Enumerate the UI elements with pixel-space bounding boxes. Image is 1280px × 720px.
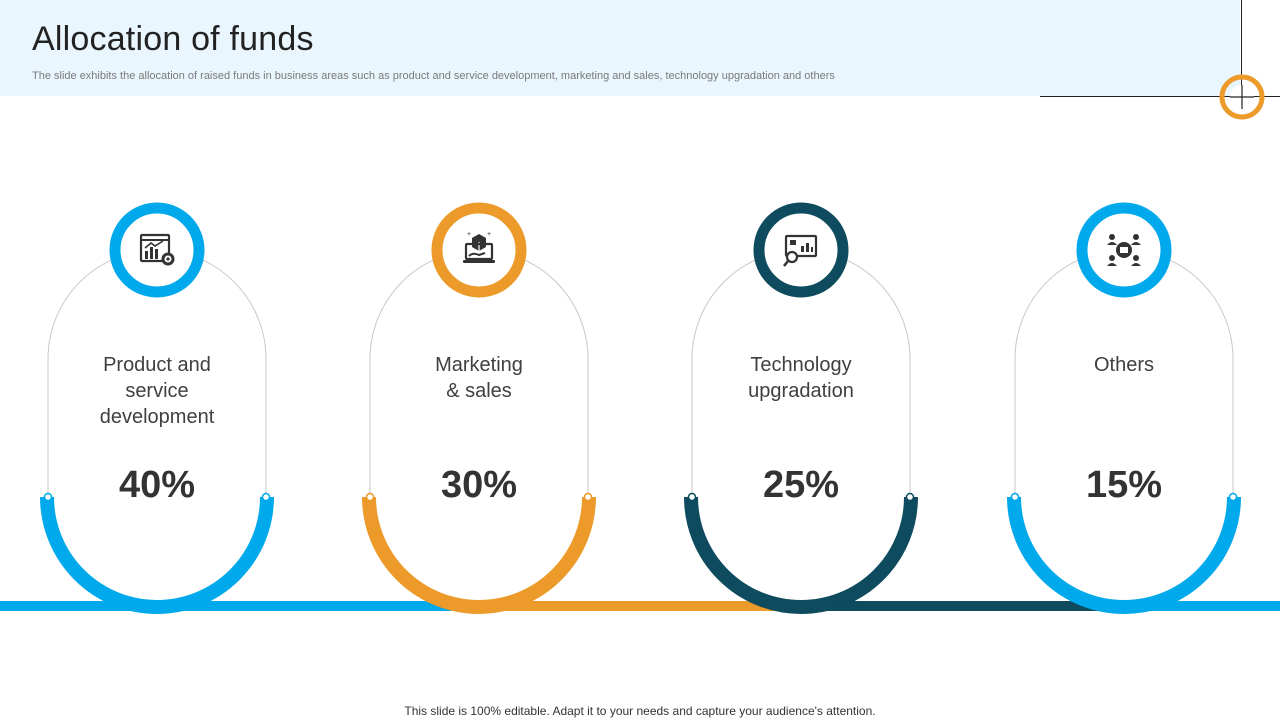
header-band: [0, 0, 1240, 96]
people-network-icon: [1107, 234, 1141, 266]
arc-end-dot-left: [43, 492, 53, 502]
decorative-vertical-line: [1241, 0, 1242, 96]
timeline-segment-2: [479, 601, 801, 611]
footer-note: This slide is 100% editable. Adapt it to…: [404, 704, 876, 718]
card-label: Technology upgradation: [748, 354, 854, 402]
arc-end-dot-right: [261, 492, 271, 502]
card-value: 40%: [118, 464, 196, 506]
card-value: 30%: [440, 464, 518, 506]
card-label: Others: [1093, 354, 1155, 376]
card-value: 15%: [1085, 464, 1163, 506]
chart-gear-icon: [139, 233, 175, 266]
arc-end-dot-left: [1010, 492, 1020, 502]
timeline-segment-4: [1124, 601, 1280, 611]
card-bottom-arc: [1007, 496, 1241, 614]
screen-magnifier-icon: [782, 234, 818, 267]
product-box-hand-icon: + +: [463, 231, 495, 263]
arc-end-dot-right: [583, 492, 593, 502]
arc-end-dot-left: [365, 492, 375, 502]
timeline-segment-1: [0, 601, 479, 611]
decorative-horizontal-line: [1040, 96, 1280, 97]
arc-end-dot-right: [905, 492, 915, 502]
card-bottom-arc: [40, 496, 274, 614]
page-subtitle: The slide exhibits the allocation of rai…: [32, 70, 835, 82]
card-label: Product and service development: [99, 354, 215, 428]
arc-end-dot-right: [1228, 492, 1238, 502]
card-bottom-arc: [362, 496, 596, 614]
arc-end-dot-left: [687, 492, 697, 502]
card-bottom-arc: [684, 496, 918, 614]
timeline-segment-3: [801, 601, 1124, 611]
page-title: Allocation of funds: [32, 20, 314, 58]
card-label: Marketing & sales: [435, 354, 523, 402]
svg-text:+: +: [487, 231, 491, 238]
svg-text:+: +: [467, 231, 471, 238]
card-value: 25%: [762, 464, 840, 506]
crosshair-icon: [1219, 74, 1265, 120]
